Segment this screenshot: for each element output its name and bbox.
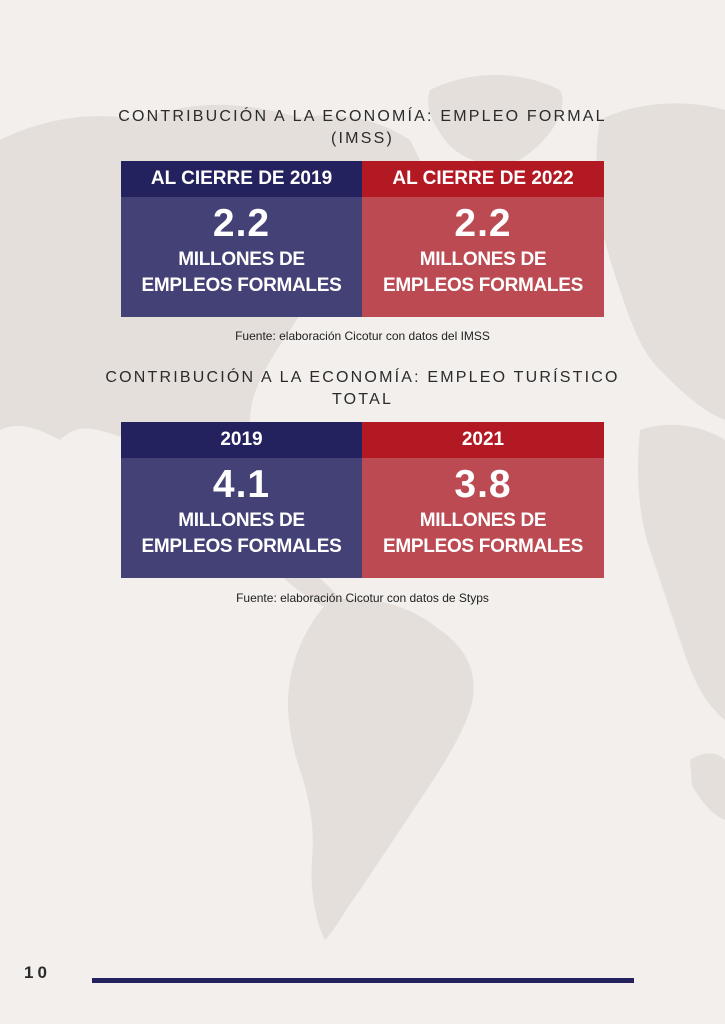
stat-label-line1: MILLONES DE [178,510,305,531]
formal-employment-panel: AL CIERRE DE 2019 AL CIERRE DE 2022 2.2 … [121,161,604,317]
tourism-employment-panel: 2019 2021 4.1 MILLONES DE EMPLEOS FORMAL… [121,422,604,578]
footer-divider [92,978,634,983]
stat-label-line2: EMPLEOS FORMALES [141,275,342,296]
stat-label-line2: EMPLEOS FORMALES [383,275,583,296]
source-note-styps: Fuente: elaboración Cicotur con datos de… [236,591,489,605]
stat-label-line2: EMPLEOS FORMALES [383,536,583,557]
stat-label-line2: EMPLEOS FORMALES [141,536,342,557]
header-2019: 2019 [121,422,362,458]
stat-card-2019: 4.1 MILLONES DE EMPLEOS FORMALES [121,458,362,578]
stat-value: 2.2 [212,202,271,245]
header-2021: 2021 [362,422,604,458]
source-note-imss: Fuente: elaboración Cicotur con datos de… [235,329,490,343]
header-2022-close: AL CIERRE DE 2022 [362,161,604,197]
stat-label-line1: MILLONES DE [419,249,547,270]
section-title-formal-employment: CONTRIBUCIÓN A LA ECONOMÍA: EMPLEO FORMA… [118,108,607,147]
stat-card-2022: 2.2 MILLONES DE EMPLEOS FORMALES [362,197,604,317]
stat-value: 4.1 [212,463,271,506]
stat-label-line1: MILLONES DE [178,249,305,270]
stat-card-2021: 3.8 MILLONES DE EMPLEOS FORMALES [362,458,604,578]
page-number: 10 [24,963,51,982]
stat-label-line1: MILLONES DE [419,510,547,531]
header-2019-close: AL CIERRE DE 2019 [121,161,362,197]
stat-value: 2.2 [454,202,512,245]
section-title-tourism-employment: CONTRIBUCIÓN A LA ECONOMÍA: EMPLEO TURÍS… [105,369,620,408]
stat-card-2019: 2.2 MILLONES DE EMPLEOS FORMALES [121,197,362,317]
stat-value: 3.8 [454,463,512,506]
